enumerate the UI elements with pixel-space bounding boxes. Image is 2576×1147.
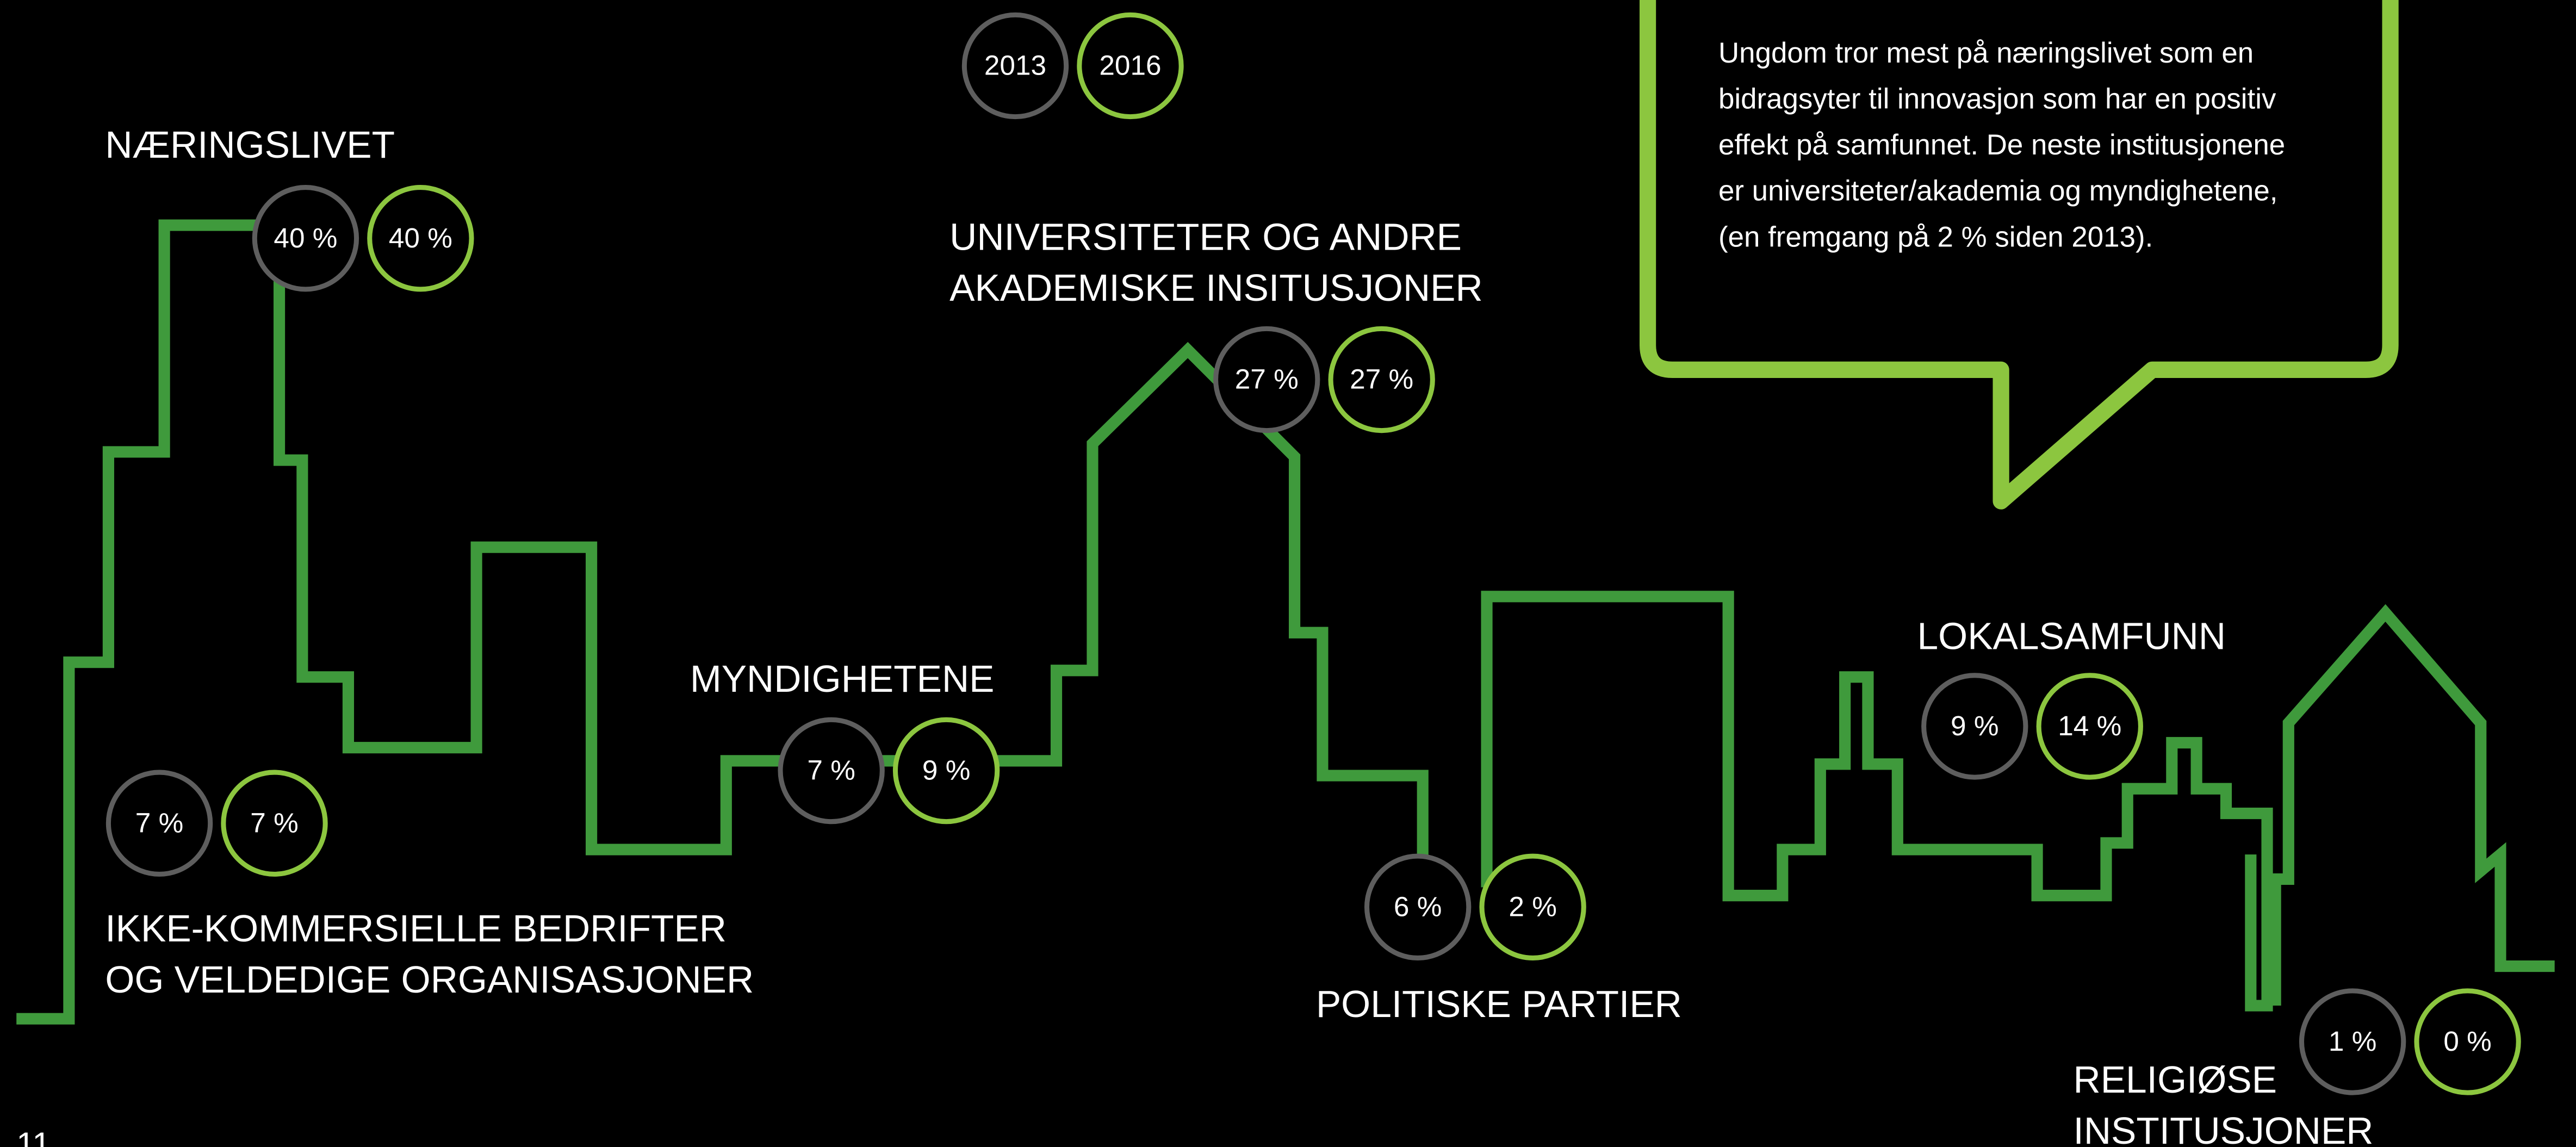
- circle-2013: [105, 770, 213, 877]
- circle-2016: [1328, 326, 1435, 433]
- circle-2016: [2414, 988, 2521, 1095]
- value-2016: 7 %: [250, 807, 298, 838]
- content: 2013 2016 NÆRINGSLIVET 40 % 40 % IKKE-KOMMERS…: [16, 12, 2521, 1147]
- value-2013: 1 %: [2329, 1026, 2376, 1057]
- value-2016: 0 %: [2443, 1026, 2491, 1057]
- circle-2016: [221, 770, 328, 877]
- circle-2013: [2299, 988, 2406, 1095]
- value-2013: 27 %: [1235, 364, 1299, 395]
- value-2016: 14 %: [2058, 710, 2121, 741]
- institution-label: UNIVERSITETER OG ANDRE: [949, 215, 1462, 258]
- institution-label: RELIGIØSE: [2074, 1058, 2277, 1101]
- skyline: [16, 219, 2555, 1025]
- value-2013: 9 %: [1951, 710, 1998, 741]
- institution-label: NÆRINGSLIVET: [105, 123, 395, 166]
- circle-2013: [1213, 326, 1320, 433]
- value-2016: 27 %: [1350, 364, 1413, 395]
- value-2016: 2016: [1099, 50, 1161, 81]
- institution-label: INSTITUSJONER: [2074, 1109, 2374, 1147]
- callout-bubble: [1640, 0, 2399, 510]
- value-2013: 6 %: [1394, 891, 1442, 922]
- institution-label: AKADEMISKE INSITUSJONER: [949, 266, 1482, 309]
- circle-2013: [778, 717, 885, 824]
- callout-text: bidragsyter til innovasjon som har en po…: [1718, 83, 2276, 115]
- value-2013: 7 %: [135, 807, 183, 838]
- circle-2013: [961, 12, 1069, 120]
- value-2013: 2013: [984, 50, 1046, 81]
- institution-label: MYNDIGHETENE: [690, 658, 995, 700]
- circle-2016: [2036, 673, 2143, 780]
- value-2013: 40 %: [274, 222, 337, 253]
- circle-2016: [1479, 853, 1586, 960]
- value-2013: 7 %: [807, 755, 855, 786]
- institution-label: LOKALSAMFUNN: [1917, 615, 2226, 657]
- circle-2016: [892, 717, 1000, 824]
- circle-2013: [1921, 673, 2028, 780]
- page-number: 11: [16, 1125, 51, 1147]
- circle-2013: [1364, 853, 1472, 960]
- circle-2013: [252, 185, 359, 292]
- circle-2016: [1077, 12, 1184, 120]
- callout-text: er universiteter/akademia og myndigheten…: [1718, 175, 2277, 207]
- value-2016: 40 %: [389, 222, 452, 253]
- institution-label: OG VELDEDIGE ORGANISASJONER: [105, 958, 754, 1001]
- callout-text: (en fremgang på 2 % siden 2013).: [1718, 221, 2153, 253]
- value-2016: 9 %: [922, 755, 970, 786]
- institution-label: IKKE-KOMMERSIELLE BEDRIFTER: [105, 907, 727, 950]
- callout-text: Ungdom tror mest på næringslivet som en: [1718, 37, 2254, 69]
- callout-text: effekt på samfunnet. De neste institusjo…: [1718, 129, 2285, 161]
- circle-2016: [367, 185, 474, 292]
- institution-label: POLITISKE PARTIER: [1316, 983, 1682, 1025]
- value-2016: 2 %: [1509, 891, 1556, 922]
